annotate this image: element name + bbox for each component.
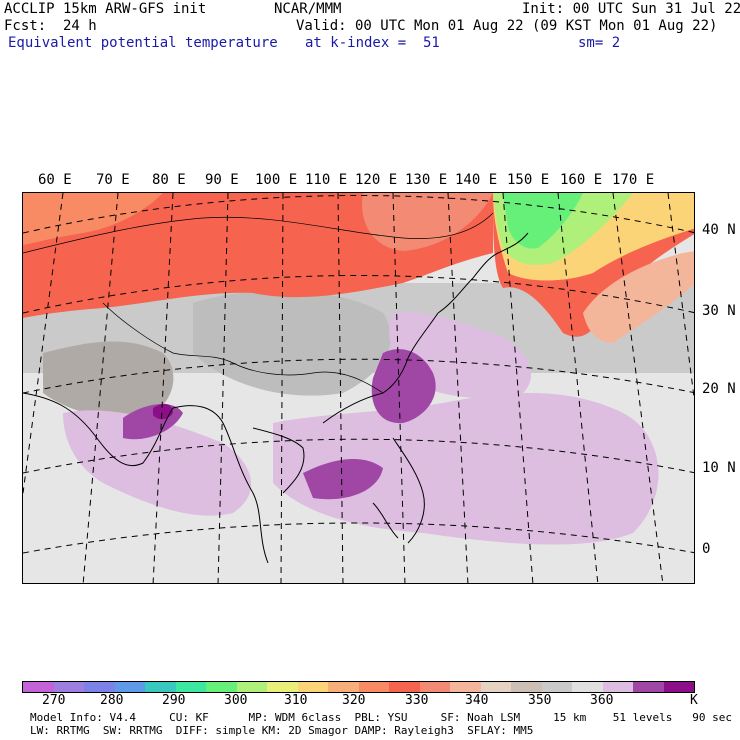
longitude-label: 110 E [305, 172, 348, 188]
field-purple-south-china-sea [371, 349, 436, 424]
longitude-label: 150 E [507, 172, 550, 188]
latitude-label: 20 N [702, 381, 736, 397]
colorbar-swatch [663, 682, 694, 692]
colorbar-swatch [541, 682, 572, 692]
colorbar-swatch [175, 682, 206, 692]
field-darkgray-india [43, 341, 174, 419]
longitude-label: 130 E [405, 172, 448, 188]
equivalent-potential-temperature-map [22, 192, 695, 584]
colorbar-tick-label: 310 [284, 693, 308, 708]
colorbar-tick-label: 300 [224, 693, 248, 708]
colorbar-tick-label: 340 [465, 693, 489, 708]
forecast-hour: Fcst: 24 h [4, 18, 97, 34]
longitude-label: 90 E [205, 172, 239, 188]
colorbar-tick-label: 320 [342, 693, 366, 708]
colorbar-swatch [267, 682, 298, 692]
colorbar [22, 681, 695, 693]
longitude-label: 170 E [612, 172, 655, 188]
colorbar-swatch [572, 682, 603, 692]
init-time: Init: 00 UTC Sun 31 Jul 22 [522, 1, 740, 17]
field-lightpurple-pacific [273, 393, 659, 545]
title-center: NCAR/MMM [274, 1, 342, 17]
colorbar-unit: K [690, 693, 698, 708]
field-peach-pacific [583, 251, 694, 343]
longitude-label: 140 E [455, 172, 498, 188]
map-canvas [23, 193, 694, 583]
model-info-line1: Model Info: V4.4 CU: KF MP: WDM 6class P… [30, 711, 732, 724]
latitude-label: 10 N [702, 460, 736, 476]
field-gray-china [193, 290, 391, 396]
field-purple-sulu-sea [303, 458, 383, 500]
longitude-label: 160 E [560, 172, 603, 188]
colorbar-swatch [633, 682, 664, 692]
smoothing-text: sm= 2 [578, 35, 621, 51]
longitude-label: 60 E [38, 172, 72, 188]
colorbar-tick-label: 290 [162, 693, 186, 708]
colorbar-tick-label: 270 [42, 693, 66, 708]
colorbar-swatch [419, 682, 450, 692]
colorbar-swatch [114, 682, 145, 692]
colorbar-tick-label: 330 [405, 693, 429, 708]
longitude-label: 80 E [152, 172, 186, 188]
colorbar-tick-label: 280 [100, 693, 124, 708]
title-left: ACCLIP 15km ARW-GFS init [4, 1, 207, 17]
colorbar-swatch [480, 682, 511, 692]
graticule [23, 193, 694, 583]
colorbar-swatch [389, 682, 420, 692]
colorbar-tick-label: 350 [528, 693, 552, 708]
colorbar-swatch [236, 682, 267, 692]
longitude-label: 120 E [355, 172, 398, 188]
longitude-label: 70 E [96, 172, 130, 188]
colorbar-swatch [23, 682, 54, 692]
colorbar-tick-label: 360 [590, 693, 614, 708]
model-info-line2: LW: RRTMG SW: RRTMG DIFF: simple KM: 2D … [30, 724, 534, 737]
colorbar-swatch [328, 682, 359, 692]
coastlines [23, 232, 529, 564]
field-name: Equivalent potential temperature [8, 35, 278, 51]
field-lightpurple-bay-of-bengal [63, 410, 252, 516]
colorbar-swatch [84, 682, 115, 692]
field-darkpurple-bay-of-bengal [153, 403, 173, 420]
field-green-northeast [503, 193, 583, 249]
colorbar-swatch [450, 682, 481, 692]
colorbar-swatch [602, 682, 633, 692]
field-salmon-manchuria [362, 193, 493, 251]
colorbar-swatch [145, 682, 176, 692]
colorbar-swatch [511, 682, 542, 692]
colorbar-swatch [206, 682, 237, 692]
latitude-label: 30 N [702, 303, 736, 319]
latitude-label: 0 [702, 541, 711, 557]
colorbar-swatch [297, 682, 328, 692]
valid-time: Valid: 00 UTC Mon 01 Aug 22 (09 KST Mon … [296, 18, 718, 34]
latitude-label: 40 N [702, 222, 736, 238]
longitude-label: 100 E [255, 172, 298, 188]
colorbar-swatch [358, 682, 389, 692]
colorbar-swatch [53, 682, 84, 692]
level-text: at k-index = 51 [305, 35, 440, 51]
country-borders [23, 212, 494, 394]
